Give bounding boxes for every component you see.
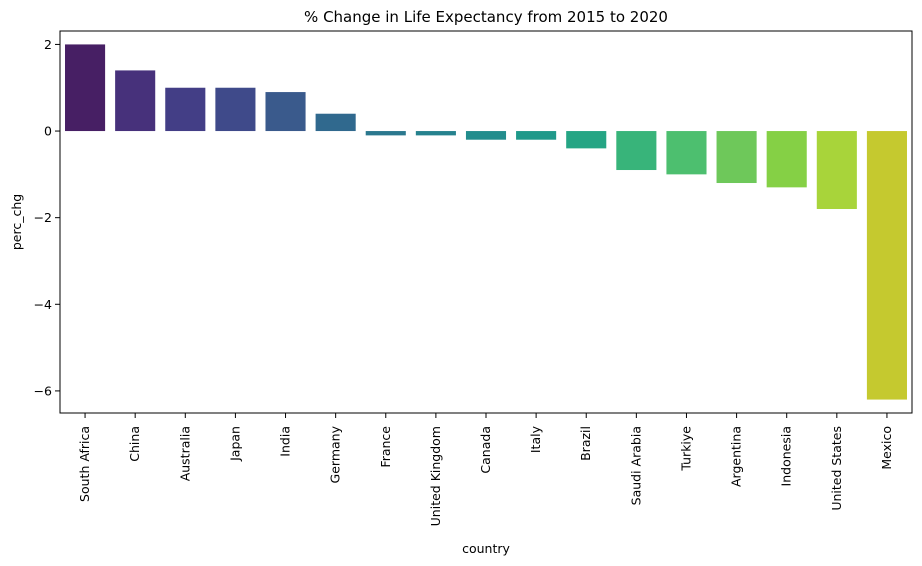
bar-argentina: [716, 131, 757, 184]
y-axis: 2 0 −2 −4 −6: [34, 37, 60, 398]
x-tick-label: South Africa: [77, 426, 92, 502]
bar-italy: [516, 131, 557, 140]
x-tick-label: Turkiye: [678, 426, 693, 472]
x-tick-label: China: [127, 426, 142, 462]
bar-indonesia: [766, 131, 807, 188]
x-tick-label: United States: [829, 426, 844, 511]
y-tick-label: 2: [44, 37, 52, 52]
x-tick-label: Italy: [528, 425, 543, 453]
x-tick-label: Saudi Arabia: [628, 426, 643, 505]
bar-saudi-arabia: [616, 131, 657, 171]
x-axis: South Africa China Australia Japan India Germ…: [77, 413, 894, 526]
x-tick-label: Canada: [478, 426, 493, 474]
x-tick-label: France: [378, 426, 393, 468]
bar-brazil: [566, 131, 607, 149]
bars-layer: [65, 44, 907, 400]
y-axis-title: perc_chg: [9, 194, 24, 250]
y-tick-label: −2: [34, 210, 52, 225]
y-tick-label: −4: [34, 297, 52, 312]
bar-france: [365, 131, 406, 136]
x-tick-label: Indonesia: [779, 426, 794, 486]
x-tick-label: United Kingdom: [428, 426, 443, 526]
bar-turkiye: [666, 131, 707, 175]
chart-title: % Change in Life Expectancy from 2015 to…: [304, 8, 668, 26]
x-tick-label: Brazil: [578, 426, 593, 461]
bar-india: [265, 92, 306, 132]
x-tick-label: Australia: [177, 426, 192, 481]
y-tick-label: −6: [34, 383, 52, 398]
bar-united-kingdom: [415, 131, 456, 136]
bar-mexico: [866, 131, 907, 400]
bar-japan: [215, 87, 256, 132]
x-tick-label: Argentina: [729, 426, 744, 487]
x-tick-label: Mexico: [879, 426, 894, 470]
bar-south-africa: [65, 44, 106, 132]
x-tick-label: Germany: [328, 425, 343, 483]
bar-china: [115, 70, 156, 132]
bar-australia: [165, 87, 206, 132]
y-tick-label: 0: [44, 124, 52, 139]
x-tick-label: Japan: [227, 426, 242, 462]
bar-united-states: [816, 131, 857, 210]
bar-canada: [465, 131, 507, 140]
bar-germany: [315, 113, 356, 132]
plot-frame: [59, 30, 913, 414]
x-axis-title: country: [462, 541, 510, 556]
x-tick-label: India: [278, 426, 293, 457]
